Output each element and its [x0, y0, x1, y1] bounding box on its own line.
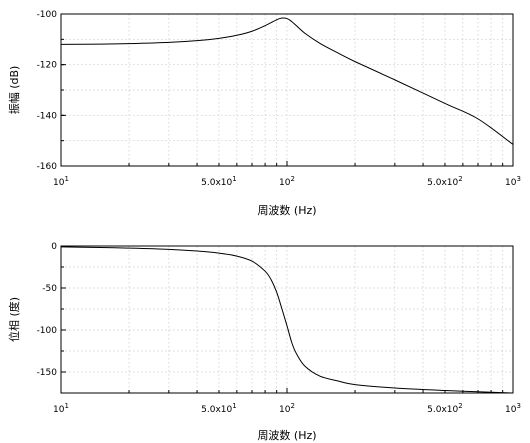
phase-plot-frame — [60, 245, 514, 394]
magnitude-y-tick-label: -120 — [37, 61, 58, 71]
phase-y-tick-label: 0 — [51, 242, 57, 252]
phase-y-tick-label: -150 — [37, 368, 58, 378]
phase-chart: 0 -50 -100 -150 101 5.0x101 102 5.0x102 103 周波数 … — [7, 242, 521, 442]
magnitude-y-tick-label: -160 — [37, 162, 58, 172]
phase-y-tick-label: -100 — [37, 326, 58, 336]
phase-y-axis-label: 位相 (度) — [7, 297, 21, 342]
magnitude-y-tick-label: -140 — [37, 111, 58, 121]
magnitude-x-tick-label: 101 — [53, 175, 69, 188]
phase-y-tick-label: -50 — [42, 284, 57, 294]
phase-x-tick-label: 101 — [53, 402, 69, 415]
phase-curve — [60, 246, 514, 394]
phase-x-tick-label: 102 — [279, 402, 295, 415]
magnitude-tick-labels: -100 -120 -140 -160 101 5.0x101 102 5.0x102 103 — [37, 10, 521, 188]
magnitude-plot-frame — [60, 13, 514, 167]
phase-tick-labels: 0 -50 -100 -150 101 5.0x101 102 5.0x102 103 — [37, 242, 521, 415]
magnitude-x-tick-label: 103 — [505, 175, 521, 188]
phase-x-tick-label: 103 — [505, 402, 521, 415]
magnitude-x-tick-label: 5.0x102 — [427, 175, 463, 188]
magnitude-grid — [61, 14, 513, 166]
magnitude-y-tick-label: -100 — [37, 10, 58, 20]
phase-grid — [61, 246, 513, 393]
magnitude-x-tick-label: 102 — [279, 175, 295, 188]
phase-x-tick-label: 5.0x102 — [427, 402, 463, 415]
phase-ticks — [60, 245, 504, 394]
magnitude-y-axis-label: 振幅 (dB) — [7, 66, 21, 115]
phase-x-tick-label: 5.0x101 — [201, 402, 237, 415]
magnitude-curve — [60, 17, 514, 145]
magnitude-x-tick-label: 5.0x101 — [201, 175, 237, 188]
magnitude-x-axis-label: 周波数 (Hz) — [257, 204, 316, 217]
phase-x-axis-label: 周波数 (Hz) — [257, 429, 316, 442]
